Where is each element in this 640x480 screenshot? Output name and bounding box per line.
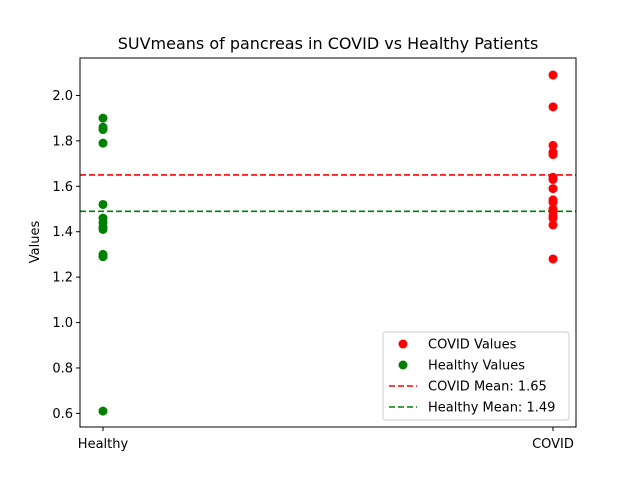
chart-title: SUVmeans of pancreas in COVID vs Healthy… xyxy=(118,34,539,53)
legend-marker xyxy=(398,360,408,370)
data-point xyxy=(548,174,558,184)
x-tick-label: COVID xyxy=(532,437,574,452)
y-tick-label: 2.0 xyxy=(52,89,73,104)
legend-marker xyxy=(398,339,408,349)
data-point xyxy=(98,138,108,148)
data-point xyxy=(98,224,108,234)
data-point xyxy=(548,150,558,160)
data-point xyxy=(98,113,108,123)
data-point xyxy=(548,184,558,194)
mean-lines xyxy=(80,174,576,213)
y-tick-label: 1.2 xyxy=(52,271,73,286)
data-point xyxy=(98,252,108,262)
data-point xyxy=(548,254,558,264)
x-axis: Healthy COVID xyxy=(78,427,574,452)
y-tick-label: 1.0 xyxy=(52,316,73,331)
y-tick-label: 0.6 xyxy=(52,407,73,422)
data-point xyxy=(548,197,558,207)
data-point xyxy=(98,125,108,135)
data-point xyxy=(548,102,558,112)
legend-label: Healthy Values xyxy=(428,359,525,374)
plot-area-frame xyxy=(79,57,577,428)
y-tick-label: 0.8 xyxy=(52,361,73,376)
legend: COVID Values Healthy Values COVID Mean: 1.… xyxy=(382,331,570,421)
data-point xyxy=(98,406,108,416)
y-axis: 0.6 0.8 1.0 1.2 1.4 1.6 1.8 2.0 xyxy=(52,89,80,422)
y-tick-label: 1.4 xyxy=(52,225,73,240)
y-tick-label: 1.6 xyxy=(52,180,73,195)
data-point xyxy=(548,70,558,80)
legend-label: COVID Values xyxy=(428,338,517,353)
legend-label: Healthy Mean: 1.49 xyxy=(428,401,555,416)
data-point xyxy=(98,199,108,209)
data-point xyxy=(548,213,558,223)
data-points xyxy=(98,70,558,416)
legend-label: COVID Mean: 1.65 xyxy=(428,380,547,395)
data-point xyxy=(548,220,558,230)
y-tick-label: 1.8 xyxy=(52,134,73,149)
data-point xyxy=(548,140,558,150)
y-axis-label: Values xyxy=(28,221,43,264)
legend-box xyxy=(382,331,570,421)
x-tick-label: Healthy xyxy=(78,437,129,452)
